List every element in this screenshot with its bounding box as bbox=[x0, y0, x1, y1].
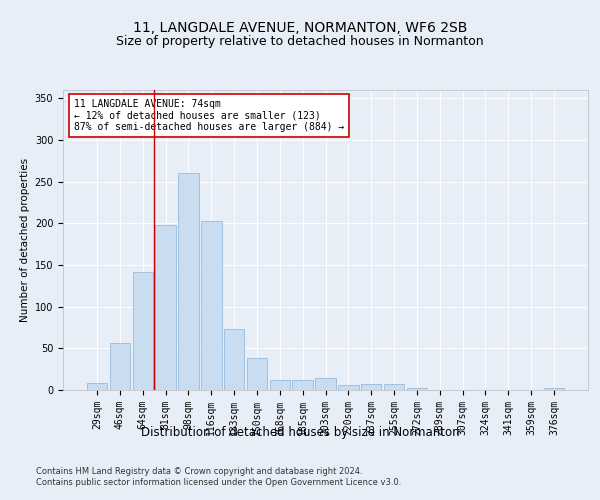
Bar bbox=[361, 384, 382, 390]
Text: Size of property relative to detached houses in Normanton: Size of property relative to detached ho… bbox=[116, 34, 484, 48]
Y-axis label: Number of detached properties: Number of detached properties bbox=[20, 158, 31, 322]
Text: 11 LANGDALE AVENUE: 74sqm
← 12% of detached houses are smaller (123)
87% of semi: 11 LANGDALE AVENUE: 74sqm ← 12% of detac… bbox=[74, 99, 344, 132]
Bar bbox=[110, 342, 130, 390]
Bar bbox=[338, 385, 359, 390]
Text: Contains HM Land Registry data © Crown copyright and database right 2024.: Contains HM Land Registry data © Crown c… bbox=[36, 466, 362, 475]
Bar bbox=[384, 384, 404, 390]
Bar bbox=[178, 172, 199, 390]
Bar bbox=[201, 221, 221, 390]
Bar bbox=[269, 380, 290, 390]
Bar bbox=[292, 380, 313, 390]
Bar bbox=[544, 388, 564, 390]
Bar bbox=[224, 329, 244, 390]
Bar bbox=[155, 225, 176, 390]
Text: 11, LANGDALE AVENUE, NORMANTON, WF6 2SB: 11, LANGDALE AVENUE, NORMANTON, WF6 2SB bbox=[133, 20, 467, 34]
Bar bbox=[247, 358, 267, 390]
Bar bbox=[315, 378, 336, 390]
Bar bbox=[133, 272, 153, 390]
Bar bbox=[407, 388, 427, 390]
Bar bbox=[87, 384, 107, 390]
Text: Contains public sector information licensed under the Open Government Licence v3: Contains public sector information licen… bbox=[36, 478, 401, 487]
Text: Distribution of detached houses by size in Normanton: Distribution of detached houses by size … bbox=[140, 426, 460, 439]
